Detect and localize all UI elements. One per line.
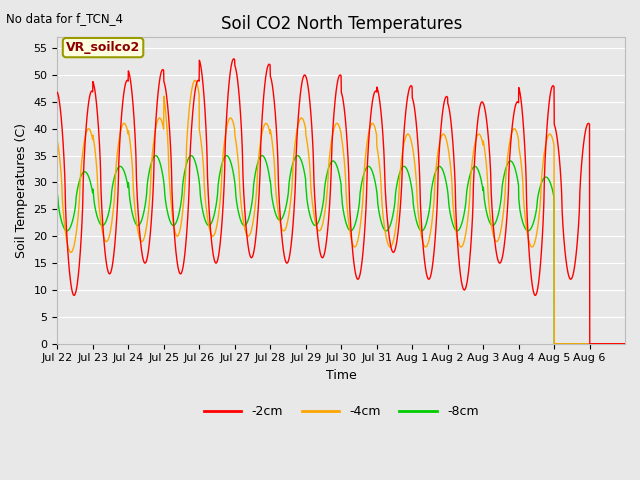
Title: Soil CO2 North Temperatures: Soil CO2 North Temperatures	[221, 15, 462, 33]
Y-axis label: Soil Temperatures (C): Soil Temperatures (C)	[15, 123, 28, 258]
Text: VR_soilco2: VR_soilco2	[66, 41, 140, 54]
X-axis label: Time: Time	[326, 369, 356, 382]
Text: No data for f_TCN_4: No data for f_TCN_4	[6, 12, 124, 25]
Legend: -2cm, -4cm, -8cm: -2cm, -4cm, -8cm	[199, 400, 483, 423]
